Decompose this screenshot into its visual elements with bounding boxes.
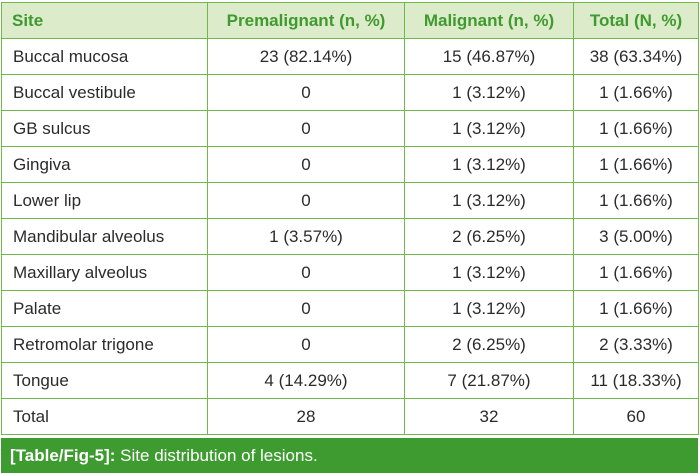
table-row: Maxillary alveolus 0 1 (3.12%) 1 (1.66%) (1, 254, 699, 291)
cell-malignant: 1 (3.12%) (404, 146, 574, 183)
cell-malignant: 2 (6.25%) (404, 326, 574, 363)
caption-label: [Table/Fig-5]: (10, 446, 116, 465)
cell-malignant: 1 (3.12%) (404, 74, 574, 111)
table-row: Mandibular alveolus 1 (3.57%) 2 (6.25%) … (1, 218, 699, 255)
table-row: Buccal vestibule 0 1 (3.12%) 1 (1.66%) (1, 74, 699, 111)
cell-site: Tongue (1, 362, 208, 399)
figure-caption: [Table/Fig-5]: Site distribution of lesi… (1, 438, 698, 473)
cell-total: 3 (5.00%) (573, 218, 699, 255)
caption-text: Site distribution of lesions. (115, 446, 318, 465)
table-total-row: Total 28 32 60 (1, 398, 699, 435)
cell-premalignant: 23 (82.14%) (207, 38, 405, 75)
site-distribution-table: Site Premalignant (n, %) Malignant (n, %… (1, 2, 699, 435)
header-malignant: Malignant (n, %) (404, 2, 574, 39)
cell-premalignant: 0 (207, 74, 405, 111)
cell-malignant: 1 (3.12%) (404, 290, 574, 327)
cell-total: 1 (1.66%) (573, 146, 699, 183)
table-row: GB sulcus 0 1 (3.12%) 1 (1.66%) (1, 110, 699, 147)
cell-malignant: 1 (3.12%) (404, 110, 574, 147)
cell-site: Total (1, 398, 208, 435)
cell-total: 2 (3.33%) (573, 326, 699, 363)
cell-site: GB sulcus (1, 110, 208, 147)
cell-malignant: 2 (6.25%) (404, 218, 574, 255)
cell-site: Buccal vestibule (1, 74, 208, 111)
cell-site: Gingiva (1, 146, 208, 183)
cell-total: 1 (1.66%) (573, 110, 699, 147)
cell-site: Maxillary alveolus (1, 254, 208, 291)
cell-site: Palate (1, 290, 208, 327)
header-total: Total (N, %) (573, 2, 699, 39)
table-row: Retromolar trigone 0 2 (6.25%) 2 (3.33%) (1, 326, 699, 363)
cell-premalignant: 0 (207, 290, 405, 327)
table-row: Lower lip 0 1 (3.12%) 1 (1.66%) (1, 182, 699, 219)
table-row: Tongue 4 (14.29%) 7 (21.87%) 11 (18.33%) (1, 362, 699, 399)
cell-malignant: 7 (21.87%) (404, 362, 574, 399)
cell-total: 1 (1.66%) (573, 254, 699, 291)
table-row: Palate 0 1 (3.12%) 1 (1.66%) (1, 290, 699, 327)
cell-total: 1 (1.66%) (573, 74, 699, 111)
table-row: Gingiva 0 1 (3.12%) 1 (1.66%) (1, 146, 699, 183)
cell-premalignant: 0 (207, 326, 405, 363)
cell-total: 11 (18.33%) (573, 362, 699, 399)
cell-malignant: 1 (3.12%) (404, 182, 574, 219)
cell-site: Retromolar trigone (1, 326, 208, 363)
table-header-row: Site Premalignant (n, %) Malignant (n, %… (1, 2, 699, 39)
cell-premalignant: 0 (207, 254, 405, 291)
cell-total: 1 (1.66%) (573, 182, 699, 219)
cell-total: 38 (63.34%) (573, 38, 699, 75)
cell-premalignant: 0 (207, 146, 405, 183)
cell-premalignant: 4 (14.29%) (207, 362, 405, 399)
table-row: Buccal mucosa 23 (82.14%) 15 (46.87%) 38… (1, 38, 699, 75)
cell-premalignant: 0 (207, 110, 405, 147)
header-premalignant: Premalignant (n, %) (207, 2, 405, 39)
cell-total: 1 (1.66%) (573, 290, 699, 327)
cell-premalignant: 0 (207, 182, 405, 219)
cell-malignant: 15 (46.87%) (404, 38, 574, 75)
cell-site: Lower lip (1, 182, 208, 219)
cell-total: 60 (573, 398, 699, 435)
cell-malignant: 1 (3.12%) (404, 254, 574, 291)
cell-premalignant: 1 (3.57%) (207, 218, 405, 255)
cell-site: Mandibular alveolus (1, 218, 208, 255)
cell-site: Buccal mucosa (1, 38, 208, 75)
header-site: Site (1, 2, 208, 39)
cell-premalignant: 28 (207, 398, 405, 435)
cell-malignant: 32 (404, 398, 574, 435)
